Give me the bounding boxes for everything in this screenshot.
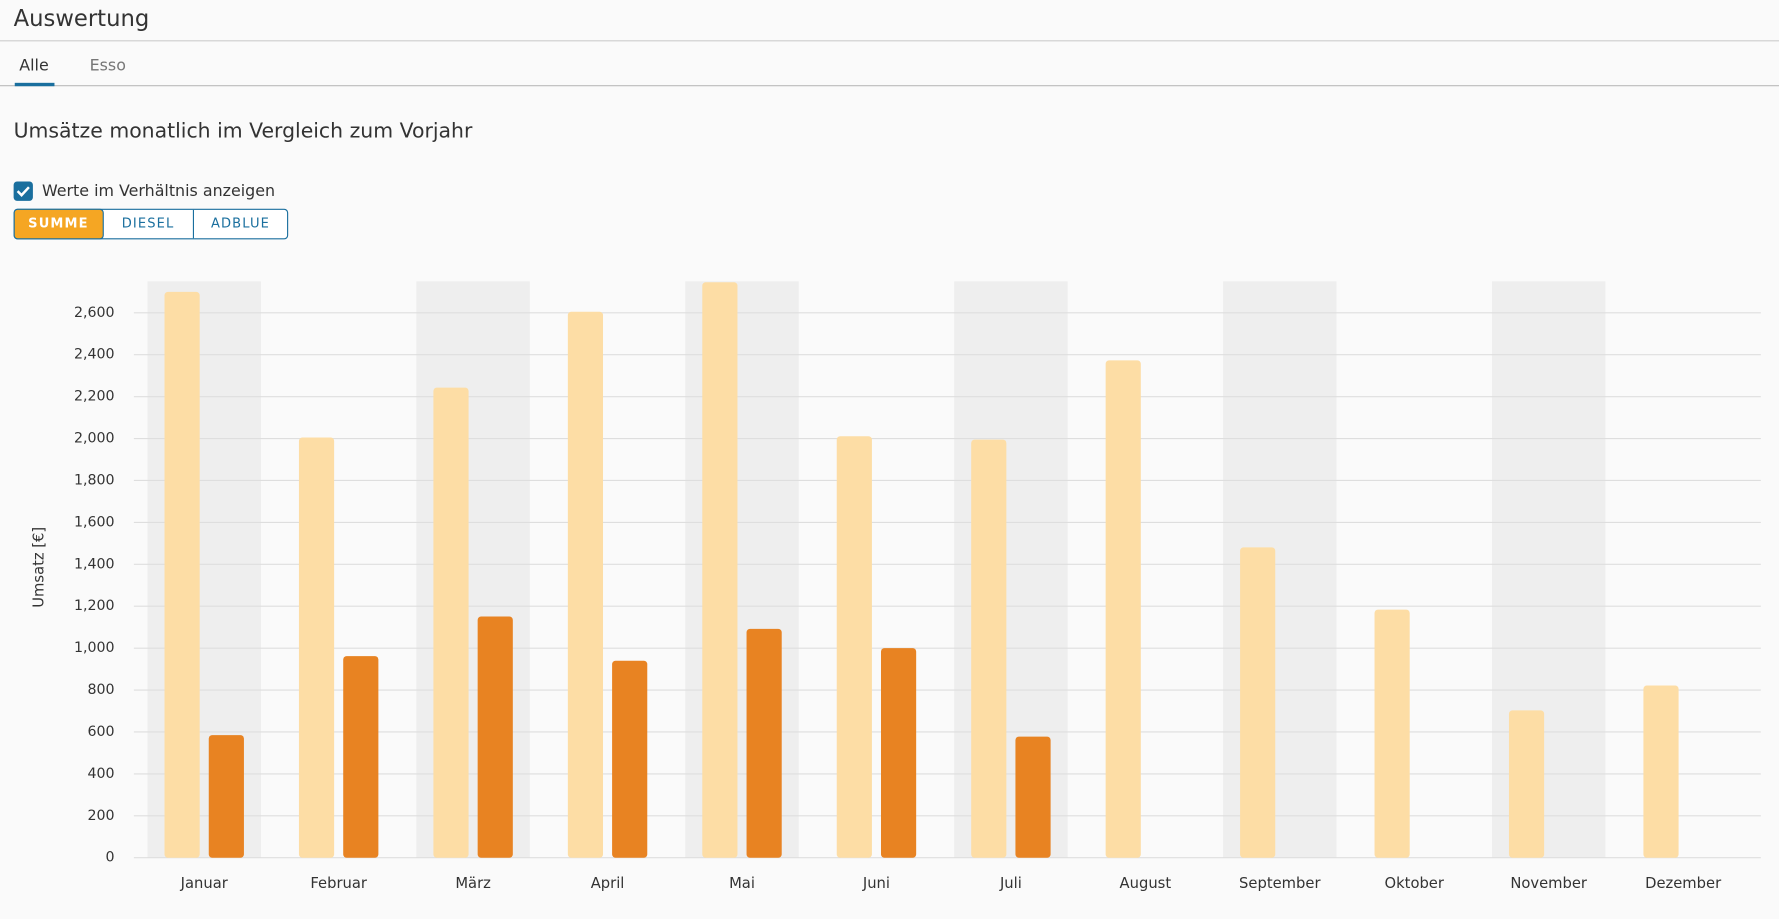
x-tick-label: Dezember [1645, 875, 1722, 892]
bar [746, 628, 782, 858]
bar [612, 660, 648, 858]
bar [343, 656, 379, 858]
x-tick-label: August [1120, 875, 1172, 892]
bar [1015, 736, 1051, 858]
x-tick-label: November [1510, 875, 1588, 892]
button-label[interactable]: DIESEL [122, 217, 175, 232]
bar [1105, 360, 1141, 858]
x-tick-label: Mai [729, 875, 755, 892]
bar [567, 311, 604, 858]
bar [880, 648, 917, 858]
y-tick-label: 1,000 [74, 640, 115, 656]
y-tick-label: 2,000 [74, 431, 115, 447]
checkbox[interactable] [13, 181, 33, 201]
x-tick-label: Oktober [1385, 875, 1445, 892]
button[interactable] [13, 208, 104, 240]
x-tick-label: März [455, 875, 491, 892]
tab-indicator [14, 82, 55, 87]
bar [971, 439, 1007, 858]
y-tick-label: 1,600 [74, 514, 115, 530]
bar [164, 291, 200, 858]
x-tick-label: Februar [310, 875, 368, 892]
y-axis-label: Umsatz [€] [31, 527, 48, 608]
y-tick-label: 1,200 [74, 598, 115, 614]
y-tick-label: 1,400 [74, 556, 115, 572]
bar [433, 387, 469, 858]
y-tick-label: 2,600 [74, 305, 115, 321]
button-label: SUMME [28, 217, 88, 232]
checkmark [16, 186, 30, 197]
y-tick-label: 200 [88, 808, 115, 824]
bar [1374, 609, 1410, 858]
x-tick-label: Juni [862, 875, 890, 892]
bar [1508, 710, 1545, 858]
bar [836, 436, 872, 858]
bar [702, 282, 738, 858]
checkbox-box [13, 181, 33, 201]
button-label[interactable]: ADBLUE [211, 217, 270, 232]
x-tick-label: September [1239, 875, 1321, 892]
plot: 0 200 400 600 800 1,000 1,200 1,400 1,600 1,800 2,… [74, 281, 1761, 892]
bar [1643, 685, 1679, 858]
bar [208, 735, 244, 858]
bar [477, 616, 513, 858]
y-tick-label: 800 [88, 682, 115, 698]
y-tick-label: 400 [88, 766, 115, 782]
y-tick-label: 1,800 [74, 472, 115, 488]
y-tick-label: 600 [88, 724, 115, 740]
bar [1240, 547, 1276, 858]
y-tick-label: 2,200 [74, 389, 115, 405]
tab[interactable]: Alle [19, 55, 48, 74]
bar [298, 437, 335, 858]
page-title: Auswertung [14, 6, 150, 32]
x-tick-label: April [591, 875, 625, 892]
y-tick-label: 0 [106, 850, 115, 866]
tab[interactable]: Esso [90, 55, 126, 74]
x-tick-label: Juli [999, 875, 1022, 892]
y-tick-label: 2,400 [74, 347, 115, 363]
chart-title: Umsätze monatlich im Vergleich zum Vorja… [14, 119, 473, 143]
checkbox-label: Werte im Verhältnis anzeigen [42, 181, 275, 200]
x-tick-label: Januar [180, 875, 229, 892]
